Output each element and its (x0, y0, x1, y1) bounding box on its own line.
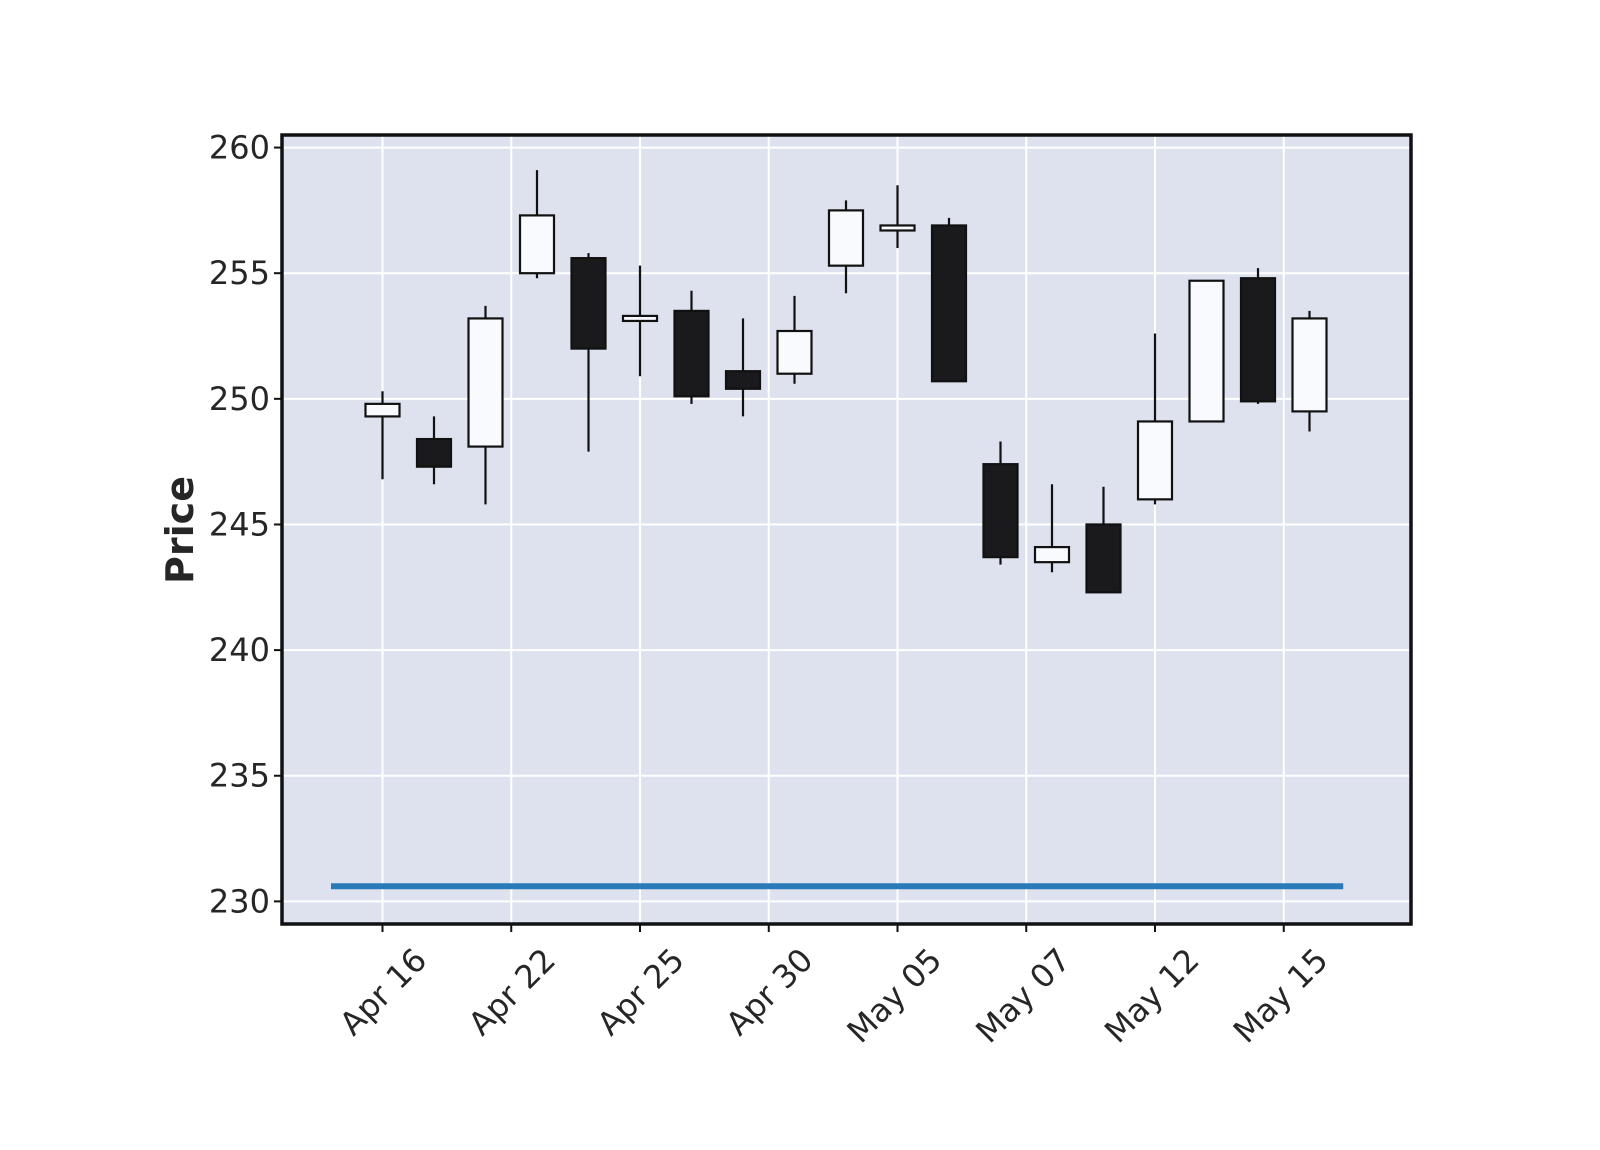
candle-body (1291, 317, 1328, 413)
candle (776, 295, 813, 384)
candle-body (415, 437, 453, 468)
candle (930, 217, 968, 383)
candle-body (982, 463, 1019, 559)
x-tick-label: May 05 (840, 941, 950, 1051)
y-axis-label: Price (158, 476, 202, 584)
candle-body (1033, 545, 1071, 564)
candle (1136, 333, 1174, 505)
x-tick-label: Apr 16 (332, 941, 434, 1043)
candle (1188, 279, 1225, 423)
y-tick-label: 255 (209, 254, 270, 292)
candle-body (467, 317, 504, 448)
candle (570, 253, 607, 452)
x-tick-label: Apr 25 (590, 941, 692, 1043)
candle-body (1136, 420, 1174, 501)
candle-body (621, 314, 659, 323)
candle (1239, 268, 1277, 404)
candle-body (827, 209, 865, 267)
candle (621, 265, 659, 377)
candle (518, 170, 556, 279)
candle (827, 200, 865, 294)
x-tick-label: Apr 30 (718, 941, 820, 1043)
x-tick-label: May 12 (1097, 941, 1207, 1051)
candle-body (879, 224, 916, 232)
candle-body (724, 370, 762, 390)
candle (364, 391, 401, 480)
candle-body (1188, 279, 1225, 423)
candle (467, 305, 504, 505)
candle (879, 185, 916, 249)
candle-body (1085, 523, 1122, 594)
y-tick-label: 245 (209, 505, 270, 543)
candle (1085, 486, 1122, 594)
y-tick-label: 240 (209, 631, 270, 669)
candle (1291, 310, 1328, 432)
candle (415, 416, 453, 485)
x-axis-ticks: Apr 16 Apr 22 Apr 25 Apr 30 May 05 May 07 May … (332, 924, 1335, 1050)
candle-body (673, 309, 710, 398)
grid-lines (282, 135, 1411, 924)
y-tick-label: 230 (209, 882, 270, 920)
y-tick-label: 235 (209, 757, 270, 795)
candle (724, 318, 762, 417)
candle-body (776, 329, 813, 375)
candle-body (1239, 277, 1277, 403)
candle-body (518, 214, 556, 275)
x-tick-label: May 07 (968, 941, 1078, 1051)
candle-body (930, 224, 968, 383)
candle (982, 441, 1019, 565)
candles-layer (364, 170, 1328, 594)
y-tick-label: 260 (209, 129, 270, 167)
x-tick-label: Apr 22 (461, 941, 563, 1043)
plot-frame (280, 133, 1413, 926)
candle (1033, 484, 1071, 573)
candle (673, 290, 710, 404)
y-tick-label: 250 (209, 380, 270, 418)
candle-body (570, 257, 607, 350)
x-tick-label: May 15 (1226, 941, 1336, 1051)
candle-body (364, 402, 401, 418)
y-axis-ticks: 230 235 240 245 250 255 260 (209, 129, 282, 920)
